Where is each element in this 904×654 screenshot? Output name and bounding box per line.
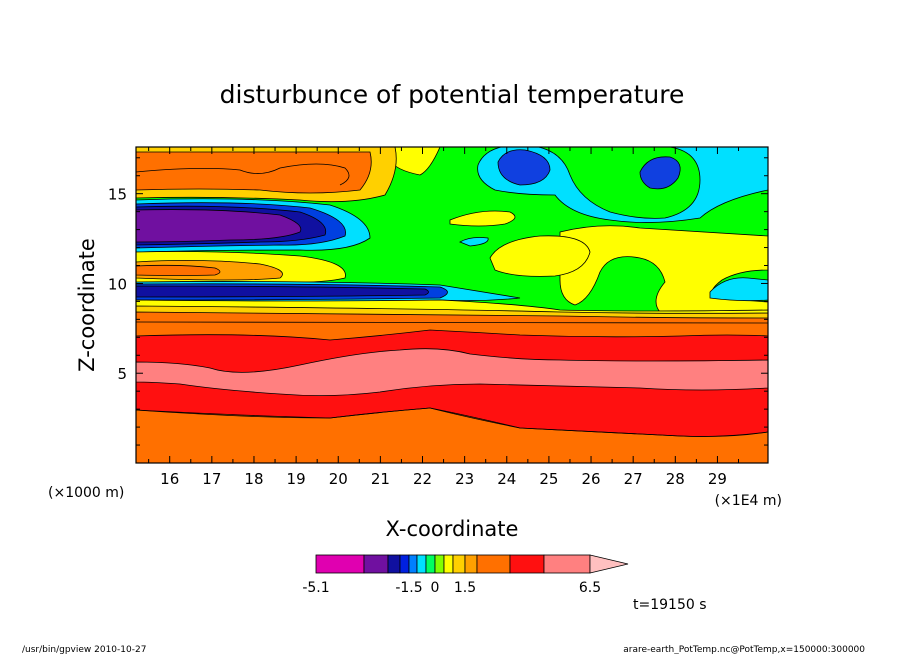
- x-tick-label: 20: [329, 470, 348, 488]
- colorbar-arrow: [589, 554, 629, 574]
- x-tick-label: 28: [666, 470, 685, 488]
- x-tick-label: 23: [455, 470, 474, 488]
- time-label: t=19150 s: [633, 597, 707, 613]
- field-yellow-island: [449, 210, 516, 227]
- x-tick-label: 19: [287, 470, 306, 488]
- x-tick-label: 18: [244, 470, 263, 488]
- x-units-label: (×1000 m): [48, 485, 124, 501]
- field-cyan-upper: [477, 147, 768, 223]
- y-tick-label: 15: [108, 186, 127, 204]
- contour-field: [136, 147, 768, 463]
- field-orange-upper-core: [136, 151, 372, 194]
- x-tick-label: 17: [202, 470, 221, 488]
- colorbar-bin: [509, 554, 545, 574]
- colorbar-bin: [425, 554, 436, 574]
- field-navy-band: [136, 285, 429, 298]
- colorbar-bin: [387, 554, 401, 574]
- field-red-line-low: [136, 407, 768, 437]
- x-axis: 16 17 18 19 20 21 22 23 24 25 26 27 28 29: [148, 147, 740, 488]
- colorbar-bin: [315, 554, 365, 574]
- colorbar-bin: [443, 554, 454, 574]
- field-yellow-center: [489, 235, 591, 277]
- x-tick-label: 27: [624, 470, 643, 488]
- x-tick-label: 24: [497, 470, 516, 488]
- colorbar-bin: [476, 554, 511, 574]
- colorbar-labels: -5.1 -1.5 0 1.5 6.5: [302, 580, 601, 596]
- field-blue-blob-1: [497, 149, 551, 186]
- colorbar-bin: [452, 554, 466, 574]
- y-axis: 5 10 15: [108, 157, 768, 446]
- field-orange-mid-left-core: [136, 264, 221, 276]
- colorbar: [315, 554, 629, 574]
- colorbar-bin: [363, 554, 389, 574]
- colorbar-bin: [416, 554, 427, 574]
- colorbar-bin: [408, 554, 418, 574]
- x-axis-label: X-coordinate: [386, 517, 519, 541]
- x-multiplier-label: (×1E4 m): [715, 493, 782, 509]
- x-tick-label: 22: [413, 470, 432, 488]
- colorbar-label: -1.5: [395, 580, 422, 596]
- x-tick-label: 21: [371, 470, 390, 488]
- colorbar-label: -5.1: [302, 580, 329, 596]
- colorbar-label: 0: [431, 580, 440, 596]
- y-tick-label: 10: [108, 275, 127, 293]
- y-axis-label: Z-coordinate: [75, 238, 99, 372]
- x-tick-label: 16: [160, 470, 179, 488]
- colorbar-bin: [399, 554, 410, 574]
- colorbar-label: 1.5: [454, 580, 476, 596]
- y-tick-label: 5: [117, 365, 127, 383]
- x-tick-label: 29: [708, 470, 727, 488]
- field-orange-upper-line: [136, 163, 350, 186]
- field-orange-line-1: [136, 321, 768, 324]
- colorbar-bin: [543, 554, 591, 574]
- footer-left: /usr/bin/gpview 2010-10-27: [22, 645, 146, 654]
- field-cyan-right: [709, 277, 768, 302]
- field-purple-left: [136, 209, 302, 243]
- plot-frame: [135, 146, 769, 464]
- x-tick-label: 25: [539, 470, 558, 488]
- field-cyan-small: [459, 237, 489, 247]
- colorbar-bin: [464, 554, 478, 574]
- x-tick-label: 26: [581, 470, 600, 488]
- colorbar-label: 6.5: [579, 580, 601, 596]
- field-blue-blob-2: [639, 156, 681, 190]
- chart-title: disturbunce of potential temperature: [220, 80, 685, 109]
- footer-right: arare-earth_PotTemp.nc@PotTemp,x=150000:…: [623, 645, 865, 654]
- colorbar-bin: [434, 554, 445, 574]
